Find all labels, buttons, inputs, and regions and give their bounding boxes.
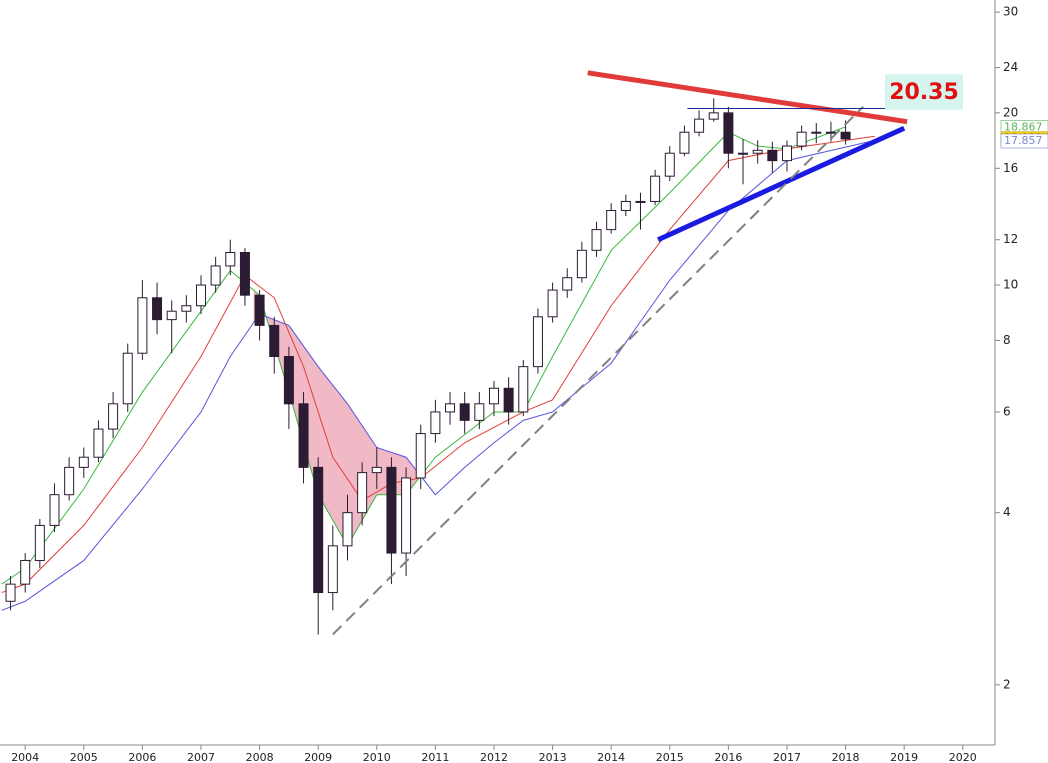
level-label-box xyxy=(885,74,963,110)
x-tick-label: 2007 xyxy=(187,751,215,763)
candle-body xyxy=(635,200,646,203)
candle-body xyxy=(298,403,309,468)
candle-body xyxy=(195,284,206,307)
candle-body xyxy=(152,297,163,321)
candle-body xyxy=(386,466,397,554)
x-tick-label: 2016 xyxy=(714,751,742,763)
x-tick-label: 2004 xyxy=(11,751,39,763)
candle-body xyxy=(650,175,661,202)
candle-body xyxy=(840,131,851,140)
candle-body xyxy=(78,456,89,468)
candle-body xyxy=(108,403,119,430)
candle-body xyxy=(401,477,412,554)
x-tick-label: 2020 xyxy=(949,751,977,763)
candle-body xyxy=(679,131,690,154)
candle-body xyxy=(137,297,148,354)
candle-body xyxy=(518,366,529,413)
x-tick-label: 2015 xyxy=(656,751,684,763)
candle-body xyxy=(357,472,368,514)
candle-body xyxy=(488,387,499,405)
x-tick-label: 2010 xyxy=(363,751,391,763)
y-tick-label: 10 xyxy=(1003,278,1018,292)
candle-body xyxy=(342,512,353,547)
y-tick-label: 4 xyxy=(1003,505,1011,519)
candle-body xyxy=(796,131,807,147)
x-tick-label: 2017 xyxy=(773,751,801,763)
candle-body xyxy=(445,403,456,413)
x-tick-label: 2018 xyxy=(832,751,860,763)
candle-body xyxy=(562,277,573,291)
candle-body xyxy=(415,433,426,479)
y-tick-label: 30 xyxy=(1003,5,1018,19)
candle-body xyxy=(239,251,250,296)
candle-body xyxy=(5,583,16,602)
y-tick-label: 8 xyxy=(1003,333,1011,347)
trendline xyxy=(332,106,864,636)
price-label-box xyxy=(1000,133,1048,149)
candle-body xyxy=(825,131,836,134)
price-label: 17.857 xyxy=(1004,134,1043,147)
y-tick-label: 20 xyxy=(1003,105,1018,119)
candle-body xyxy=(620,200,631,211)
y-tick-label: 24 xyxy=(1003,60,1018,74)
x-tick-label: 2013 xyxy=(539,751,567,763)
candle-body xyxy=(371,466,382,474)
candle-body xyxy=(547,289,558,318)
x-tick-label: 2012 xyxy=(480,751,508,763)
candle-body xyxy=(708,112,719,120)
candle-body xyxy=(20,559,31,585)
candle-body xyxy=(664,152,675,177)
candle-body xyxy=(606,209,617,231)
x-tick-label: 2011 xyxy=(421,751,449,763)
x-tick-label: 2014 xyxy=(597,751,625,763)
trendline xyxy=(587,70,908,125)
candle-body xyxy=(723,112,734,154)
candle-body xyxy=(122,352,133,405)
candle-body xyxy=(532,316,543,368)
y-tick-label: 2 xyxy=(1003,677,1011,691)
candle-body xyxy=(459,403,470,421)
candle-body xyxy=(752,149,763,154)
x-tick-label: 2008 xyxy=(246,751,274,763)
y-tick-label: 16 xyxy=(1003,161,1018,175)
candle-body xyxy=(254,294,265,326)
candle-body xyxy=(591,229,602,251)
candle-body xyxy=(781,145,792,162)
candle-body xyxy=(327,545,338,594)
candle-body xyxy=(166,310,177,321)
y-tick-label: 6 xyxy=(1003,404,1011,418)
price-label: 18.867 xyxy=(1004,120,1043,133)
candle-body xyxy=(767,149,778,162)
candle-body xyxy=(430,411,441,435)
candle-body xyxy=(34,524,45,561)
candle-body xyxy=(503,387,514,413)
candle-body xyxy=(210,265,221,286)
candle-body xyxy=(738,152,749,155)
candle-body xyxy=(283,356,294,405)
candle-body xyxy=(64,466,75,496)
candle-body xyxy=(93,428,104,458)
x-tick-label: 2009 xyxy=(304,751,332,763)
trendline xyxy=(657,125,906,243)
moving-average xyxy=(1,135,875,594)
x-tick-label: 2005 xyxy=(70,751,98,763)
candle-body xyxy=(269,324,280,358)
candle-body xyxy=(576,249,587,279)
candle-body xyxy=(694,118,705,133)
x-tick-label: 2006 xyxy=(128,751,156,763)
x-tick-label: 2019 xyxy=(890,751,918,763)
moving-average xyxy=(1,139,875,611)
candle-body xyxy=(181,305,192,312)
candle-body xyxy=(313,466,324,594)
candle-body xyxy=(225,251,236,267)
candle-body xyxy=(49,494,60,526)
level-label: 20.35 xyxy=(889,80,959,105)
candle-body xyxy=(811,131,822,134)
y-tick-label: 12 xyxy=(1003,232,1018,246)
candle-body xyxy=(474,403,485,421)
